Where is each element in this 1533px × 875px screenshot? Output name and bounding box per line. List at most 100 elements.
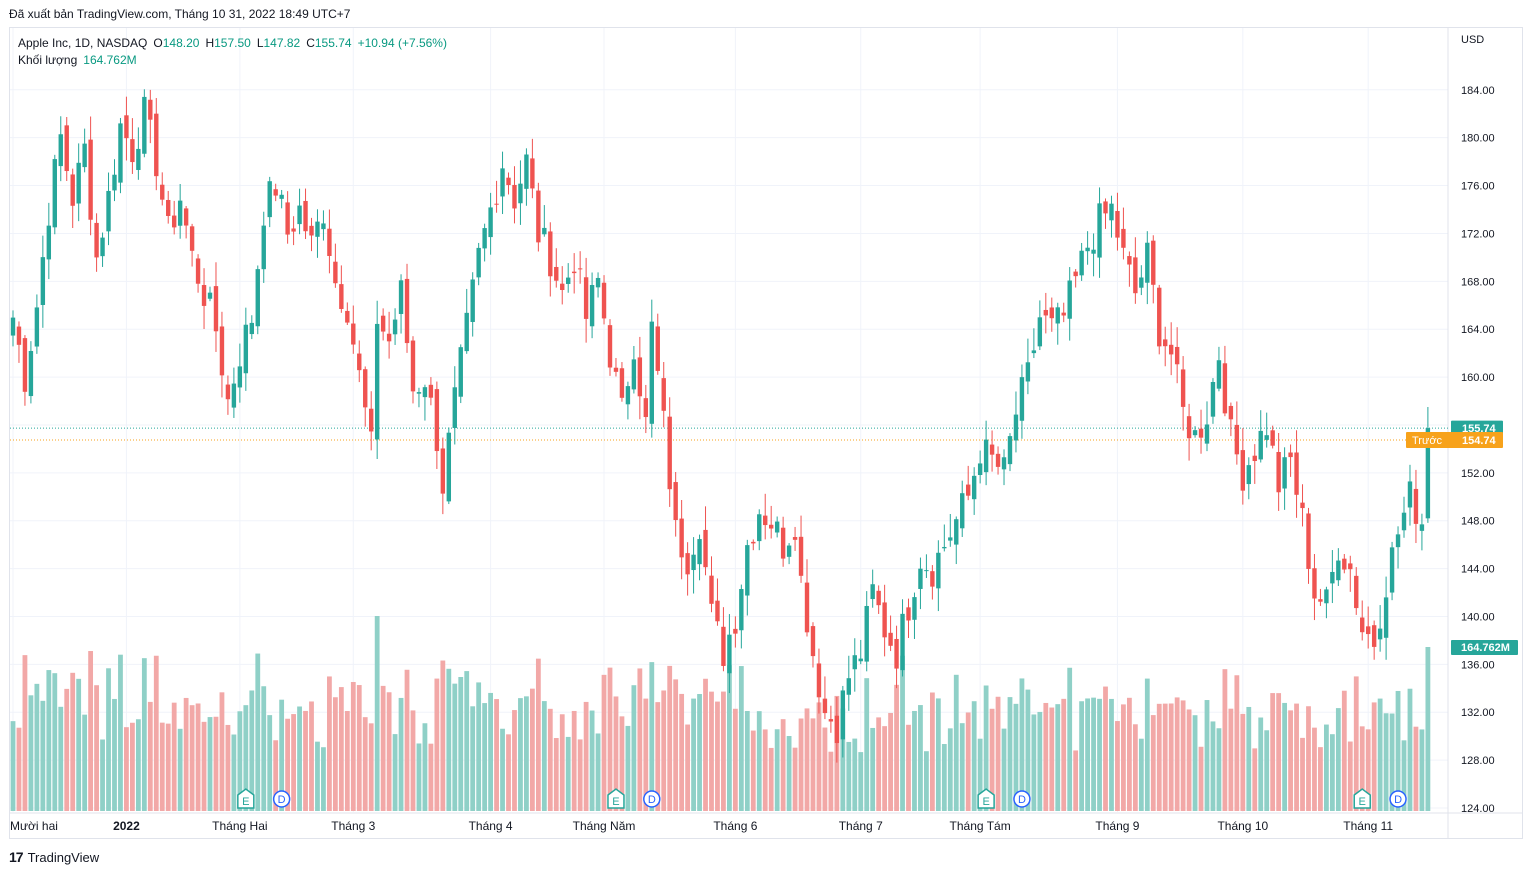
volume-bar <box>529 688 535 811</box>
volume-bar <box>291 714 296 811</box>
volume-tag-label: 164.762M <box>1461 642 1510 654</box>
candle-body <box>243 324 249 374</box>
x-tick-label: Tháng 10 <box>1217 819 1268 833</box>
volume-bar <box>756 711 762 811</box>
volume-tag <box>1451 640 1518 655</box>
candle-body <box>398 280 404 315</box>
y-tick-label: 180.00 <box>1461 133 1495 145</box>
x-tick-label: Tháng 9 <box>1095 819 1139 833</box>
volume-bar <box>482 703 488 811</box>
volume-bar <box>506 734 511 811</box>
candle-body <box>148 99 153 120</box>
chart-frame[interactable] <box>9 27 1523 839</box>
candle-body <box>40 257 46 305</box>
legend-high: 157.50 <box>214 36 251 50</box>
candle-body <box>1222 363 1228 414</box>
candle-body <box>154 113 159 177</box>
candle-body <box>10 317 16 336</box>
candle-body <box>846 678 851 695</box>
volume-bar <box>1091 697 1096 811</box>
legend-open-label: O <box>153 36 163 50</box>
volume-bar <box>989 708 995 811</box>
candle-body <box>1342 558 1347 570</box>
candle-body <box>709 575 714 604</box>
volume-bar <box>721 691 726 811</box>
volume-bar <box>386 692 392 811</box>
volume-bar <box>285 718 291 811</box>
candle-body <box>357 353 362 371</box>
volume-bar <box>82 714 88 811</box>
candle-body <box>297 205 302 225</box>
volume-bar <box>141 658 147 811</box>
candle-body <box>1127 256 1132 265</box>
volume-bar <box>619 716 625 811</box>
published-note: Đã xuất bản TradingView.com, Tháng 10 31… <box>9 7 351 21</box>
candle-body <box>751 541 756 544</box>
volume-bar <box>876 717 882 811</box>
volume-bar <box>1067 667 1073 811</box>
candle-body <box>1419 524 1425 531</box>
volume-bar <box>1282 702 1288 811</box>
volume-bar <box>440 660 446 811</box>
volume-bar <box>565 736 571 811</box>
volume-bar <box>888 712 893 811</box>
volume-bar <box>822 727 828 811</box>
volume-bar <box>1025 689 1031 811</box>
candle-body <box>1216 360 1222 389</box>
candle-body <box>494 203 499 205</box>
candle-body <box>816 663 822 698</box>
candle-body <box>273 189 278 196</box>
legend-volume-row: Khối lượng 164.762M <box>18 52 447 69</box>
volume-bar <box>1186 709 1192 811</box>
volume-bar <box>1043 702 1049 811</box>
volume-bar <box>1001 728 1007 811</box>
candle-body <box>52 159 57 228</box>
candle-body <box>1228 405 1234 420</box>
candle-body <box>948 537 953 541</box>
volume-bar <box>518 698 523 811</box>
candle-body <box>1395 534 1401 548</box>
earnings-marker-icon <box>237 788 255 809</box>
volume-bar <box>727 665 732 811</box>
volume-bar <box>553 738 559 811</box>
y-axis: 184.00 180.00 176.00 172.00 168.00 164.00 160.… <box>1406 85 1518 815</box>
candle-body <box>774 521 780 533</box>
volume-bar <box>1097 698 1102 811</box>
volume-bar <box>1371 702 1377 811</box>
volume-bar <box>947 728 953 811</box>
volume-bar <box>494 699 499 811</box>
candle-body <box>542 227 547 235</box>
volume-bar <box>774 729 780 811</box>
x-tick-label: Tháng 4 <box>469 819 513 833</box>
volume-bar <box>792 747 798 811</box>
x-tick-label: Tháng Hai <box>212 819 267 833</box>
candle-body <box>16 326 22 345</box>
volume-bar <box>315 741 320 811</box>
candle-body <box>404 278 410 344</box>
candle-body <box>76 162 81 204</box>
volume-bar <box>1324 724 1329 811</box>
volume-bar <box>1210 721 1216 811</box>
volume-bar <box>1240 713 1246 811</box>
volume-bar <box>1276 693 1282 811</box>
candle-body <box>1252 455 1257 462</box>
volume-bar <box>1383 713 1389 811</box>
candle-body <box>1246 465 1251 485</box>
volume-bar <box>159 722 165 811</box>
candle-body <box>977 463 983 475</box>
volume-bar <box>332 697 338 811</box>
footer: 17 TradingView <box>9 849 99 865</box>
candle-body <box>1413 488 1419 524</box>
candle-body <box>983 439 989 473</box>
candle-body <box>966 484 971 496</box>
volume-bar <box>1389 713 1395 811</box>
volume-bar <box>374 616 380 811</box>
volume-bar <box>404 669 410 811</box>
candle-body <box>840 690 846 740</box>
volume-bar <box>1073 750 1079 811</box>
candle-body <box>1365 626 1371 635</box>
candle-body <box>733 628 738 634</box>
volume-bar <box>416 743 422 811</box>
